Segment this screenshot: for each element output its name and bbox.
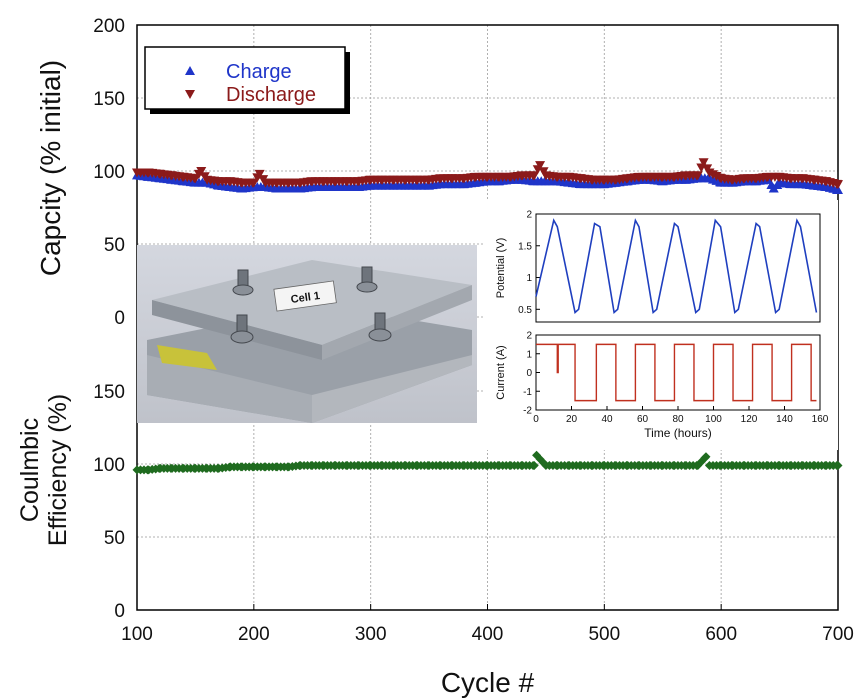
inset-time-tick-label: 80 — [672, 414, 684, 425]
discharge-point — [833, 180, 843, 190]
legend-charge-label: Charge — [226, 61, 292, 83]
charge-point — [833, 184, 843, 194]
inset-potential-line — [535, 218, 818, 315]
inset-current-tick-label: 2 — [526, 331, 532, 342]
y-tick-label-capacity: 0 — [114, 308, 125, 329]
efficiency-point — [833, 460, 843, 470]
y-tick-label-capacity: 150 — [93, 89, 125, 110]
inset-time-tick-label: 100 — [705, 414, 722, 425]
y-tick-label-efficiency: 0 — [114, 601, 125, 622]
inset-time-tick-label: 40 — [601, 414, 613, 425]
inset-potential-tick-label: 0.5 — [518, 305, 532, 316]
x-tick-label: 600 — [705, 624, 737, 645]
y-tick-label-capacity: 200 — [93, 16, 125, 37]
y-tick-label-efficiency: 50 — [104, 528, 125, 549]
y-axis-title-efficiency-line1: Coulmbic — [16, 418, 44, 522]
cell-photo: Cell 1 — [137, 245, 477, 423]
y-tick-label-capacity: 100 — [93, 162, 125, 183]
legend-box — [144, 46, 346, 110]
x-axis-title: Cycle # — [441, 667, 535, 698]
inset-current-line — [536, 343, 817, 402]
x-tick-label: 700 — [822, 624, 854, 645]
membrane-edge — [157, 345, 217, 370]
x-tick-label: 300 — [355, 624, 387, 645]
discharge-point — [196, 167, 207, 176]
inset-time-tick-label: 20 — [566, 414, 578, 425]
series-efficiency — [132, 450, 843, 475]
y-tick-label-capacity: 50 — [104, 235, 125, 256]
legend-charge-marker — [185, 66, 195, 75]
x-tick-label: 400 — [472, 624, 504, 645]
efficiency-point — [529, 460, 539, 470]
inset-time-tick-label: 140 — [776, 414, 793, 425]
discharge-point — [535, 161, 546, 171]
series-discharge — [132, 158, 843, 190]
discharge-point — [529, 171, 540, 181]
cell-label-text: Cell 1 — [290, 290, 321, 306]
inset-time-tick-label: 120 — [741, 414, 758, 425]
x-tick-label: 500 — [588, 624, 620, 645]
y-tick-label-efficiency: 100 — [93, 455, 125, 476]
discharge-point — [698, 158, 709, 168]
discharge-point — [254, 169, 265, 179]
inset-background — [484, 200, 838, 450]
inset-current-axis-title: Current (A) — [495, 345, 507, 399]
legend-discharge-label: Discharge — [226, 84, 316, 106]
inset-time-tick-label: 160 — [812, 414, 829, 425]
x-tick-label: 200 — [238, 624, 270, 645]
inset-time-tick-label: 0 — [533, 414, 539, 425]
legend-discharge-marker — [185, 90, 195, 99]
efficiency-point — [701, 452, 711, 462]
inset-time-tick-label: 60 — [637, 414, 649, 425]
inset-current-tick-label: 1 — [526, 349, 532, 360]
inset-potential-tick-label: 1.5 — [518, 241, 532, 252]
discharge-point — [248, 178, 259, 188]
x-tick-label: 100 — [121, 624, 153, 645]
inset-time-axis-title: Time (hours) — [644, 426, 712, 440]
cell-label-tag — [273, 280, 337, 312]
inset-potential-tick-label: 2 — [526, 210, 532, 221]
y-tick-label-efficiency: 150 — [93, 382, 125, 403]
discharge-point — [692, 171, 703, 181]
cell-photo-image: Cell 1 — [147, 260, 472, 423]
inset-potential-tick-label: 1 — [526, 273, 532, 284]
y-axis-title-efficiency-line2: Efficiency (%) — [44, 394, 72, 546]
inset-current-tick-label: -2 — [523, 406, 532, 417]
inset-potential-frame — [535, 213, 821, 323]
inset-potential-axis-title: Potential (V) — [495, 238, 507, 299]
inset-current-tick-label: 0 — [526, 368, 532, 379]
inset-current-tick-label: -1 — [523, 387, 532, 398]
y-axis-title-capacity: Capcity (% initial) — [35, 60, 66, 276]
